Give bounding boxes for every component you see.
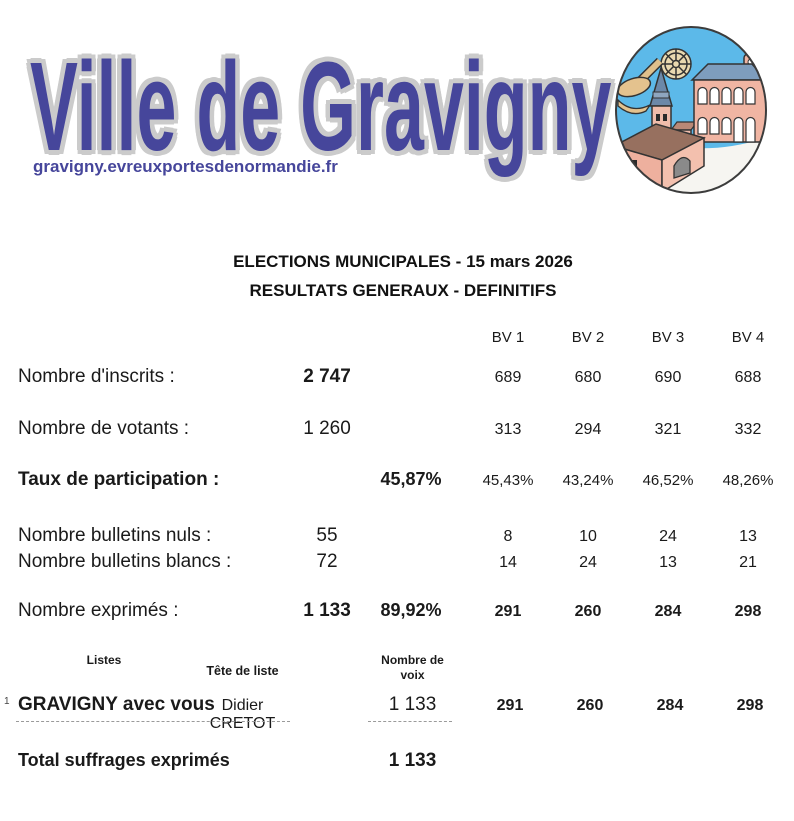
inscrits-label: Nombre d'inscrits :	[18, 366, 175, 387]
list-bv4: 298	[736, 697, 764, 714]
site-title: Ville de Gravigny	[30, 36, 612, 177]
row-participation: Taux de participation : 45,87% 45,43% 43…	[18, 469, 788, 491]
doc-title-line2: RESULTATS GENERAUX - DEFINITIFS	[249, 281, 557, 300]
tete-header: Tête de liste	[206, 664, 279, 678]
website-url[interactable]: gravigny.evreuxportesdenormandie.fr	[33, 157, 338, 176]
nuls-bv2: 10	[579, 528, 597, 545]
blancs-total: 72	[316, 551, 338, 572]
votants-bv1: 313	[494, 421, 522, 438]
lists-header-row: Listes Tête de liste Nombre de voix	[18, 653, 790, 683]
participation-bv4: 48,26%	[722, 472, 774, 489]
inscrits-bv1: 689	[494, 369, 522, 386]
list-underline	[16, 721, 290, 722]
blancs-bv2: 24	[579, 554, 597, 571]
doc-title-line1: ELECTIONS MUNICIPALES - 15 mars 2026	[233, 252, 573, 271]
listes-header: Listes	[86, 653, 122, 667]
bv-header-row: BV 1 BV 2 BV 3 BV 4	[18, 329, 788, 346]
list-tete: Didier CRETOT	[209, 697, 276, 732]
inscrits-bv4: 688	[734, 369, 762, 386]
inscrits-bv2: 680	[574, 369, 602, 386]
nuls-bv3: 24	[659, 528, 677, 545]
participation-bv2: 43,24%	[562, 472, 614, 489]
participation-total: 45,87%	[380, 469, 442, 489]
row-exprimes: Nombre exprimés : 1 133 89,92% 291 260 2…	[18, 600, 788, 622]
row-blancs: Nombre bulletins blancs : 72 14 24 13 21	[18, 551, 788, 573]
row-votants: Nombre de votants : 1 260 313 294 321 33…	[18, 418, 788, 440]
exprimes-pct: 89,92%	[380, 600, 442, 620]
total-row: Total suffrages exprimés 1 133	[18, 750, 790, 772]
exprimes-bv4: 298	[734, 603, 762, 620]
nuls-bv4: 13	[739, 528, 757, 545]
total-label: Total suffrages exprimés	[18, 750, 230, 770]
list-bv2: 260	[576, 697, 604, 714]
inscrits-total: 2 747	[303, 366, 351, 387]
list-bv1: 291	[496, 697, 524, 714]
nuls-bv1: 8	[503, 528, 513, 545]
participation-bv3: 46,52%	[642, 472, 694, 489]
bv3-header: BV 3	[651, 329, 685, 346]
voix-underline	[368, 721, 452, 722]
town-illustration-icon	[615, 26, 767, 194]
exprimes-total: 1 133	[303, 600, 351, 621]
votants-bv4: 332	[734, 421, 762, 438]
row-inscrits: Nombre d'inscrits : 2 747 689 680 690 68…	[18, 366, 788, 388]
blancs-bv1: 14	[499, 554, 517, 571]
list-number: 1	[4, 696, 10, 707]
votants-label: Nombre de votants :	[18, 418, 190, 439]
bv1-header: BV 1	[491, 329, 525, 346]
exprimes-label: Nombre exprimés :	[18, 600, 179, 621]
votants-bv2: 294	[574, 421, 602, 438]
nuls-total: 55	[316, 525, 338, 546]
blancs-bv3: 13	[659, 554, 677, 571]
list-bv3: 284	[656, 697, 684, 714]
bv2-header: BV 2	[571, 329, 605, 346]
bv4-header: BV 4	[731, 329, 765, 346]
votants-total: 1 260	[303, 418, 351, 439]
list-voix: 1 133	[388, 694, 437, 715]
exprimes-bv3: 284	[654, 603, 682, 620]
total-voix: 1 133	[388, 750, 437, 771]
nuls-label: Nombre bulletins nuls :	[18, 525, 212, 546]
voix-header: Nombre de voix	[381, 653, 444, 682]
list-row: GRAVIGNY avec vous Didier CRETOT 1 133 2…	[18, 694, 790, 733]
votants-bv3: 321	[654, 421, 682, 438]
blancs-label: Nombre bulletins blancs :	[18, 551, 232, 572]
exprimes-bv1: 291	[494, 603, 522, 620]
participation-bv1: 45,43%	[482, 472, 534, 489]
exprimes-bv2: 260	[574, 603, 602, 620]
participation-label: Taux de participation :	[18, 469, 220, 490]
inscrits-bv3: 690	[654, 369, 682, 386]
list-name: GRAVIGNY avec vous	[18, 694, 215, 715]
row-nuls: Nombre bulletins nuls : 55 8 10 24 13	[18, 525, 788, 547]
blancs-bv4: 21	[739, 554, 757, 571]
